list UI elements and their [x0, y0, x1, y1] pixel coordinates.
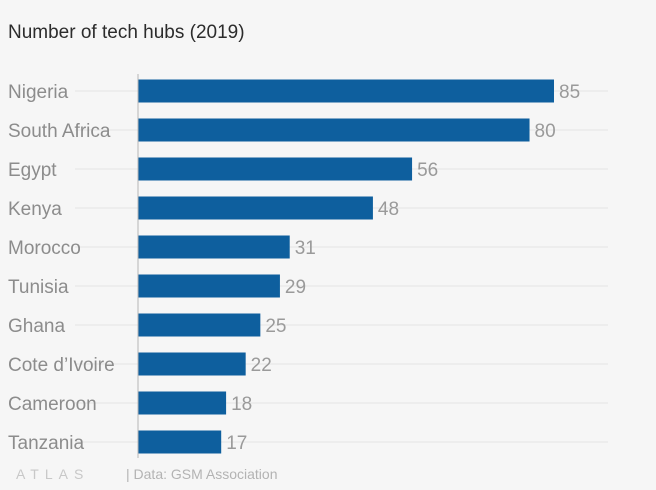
bar	[138, 118, 530, 142]
value-label: 80	[535, 121, 556, 142]
chart-title: Number of tech hubs (2019)	[8, 22, 245, 43]
category-label: Egypt	[8, 160, 57, 181]
category-label: Cameroon	[8, 394, 97, 415]
category-label: Kenya	[8, 199, 62, 220]
bar	[138, 313, 261, 337]
atlas-logo: ATLAS	[16, 466, 90, 482]
value-label: 22	[251, 355, 272, 376]
category-label: South Africa	[8, 121, 111, 142]
bar	[138, 352, 246, 376]
value-label: 18	[231, 394, 252, 415]
category-label: Nigeria	[8, 82, 69, 103]
bar	[138, 430, 222, 454]
chart-footer: ATLAS | Data: GSM Association	[16, 466, 277, 482]
category-label: Ghana	[8, 316, 65, 337]
category-label: Morocco	[8, 238, 81, 259]
bar	[138, 391, 227, 415]
value-label: 31	[295, 238, 316, 259]
value-label: 29	[285, 277, 306, 298]
value-label: 48	[378, 199, 399, 220]
bar	[138, 274, 280, 298]
data-source: | Data: GSM Association	[126, 466, 278, 482]
bar	[138, 196, 373, 220]
value-label: 85	[559, 82, 580, 103]
value-label: 56	[417, 160, 438, 181]
value-label: 25	[265, 316, 286, 337]
category-label: Cote d’Ivoire	[8, 355, 115, 376]
category-label: Tanzania	[8, 433, 84, 454]
bar	[138, 157, 413, 181]
category-label: Tunisia	[8, 277, 69, 298]
value-label: 17	[226, 433, 247, 454]
bar	[138, 79, 554, 103]
bar	[138, 235, 290, 259]
